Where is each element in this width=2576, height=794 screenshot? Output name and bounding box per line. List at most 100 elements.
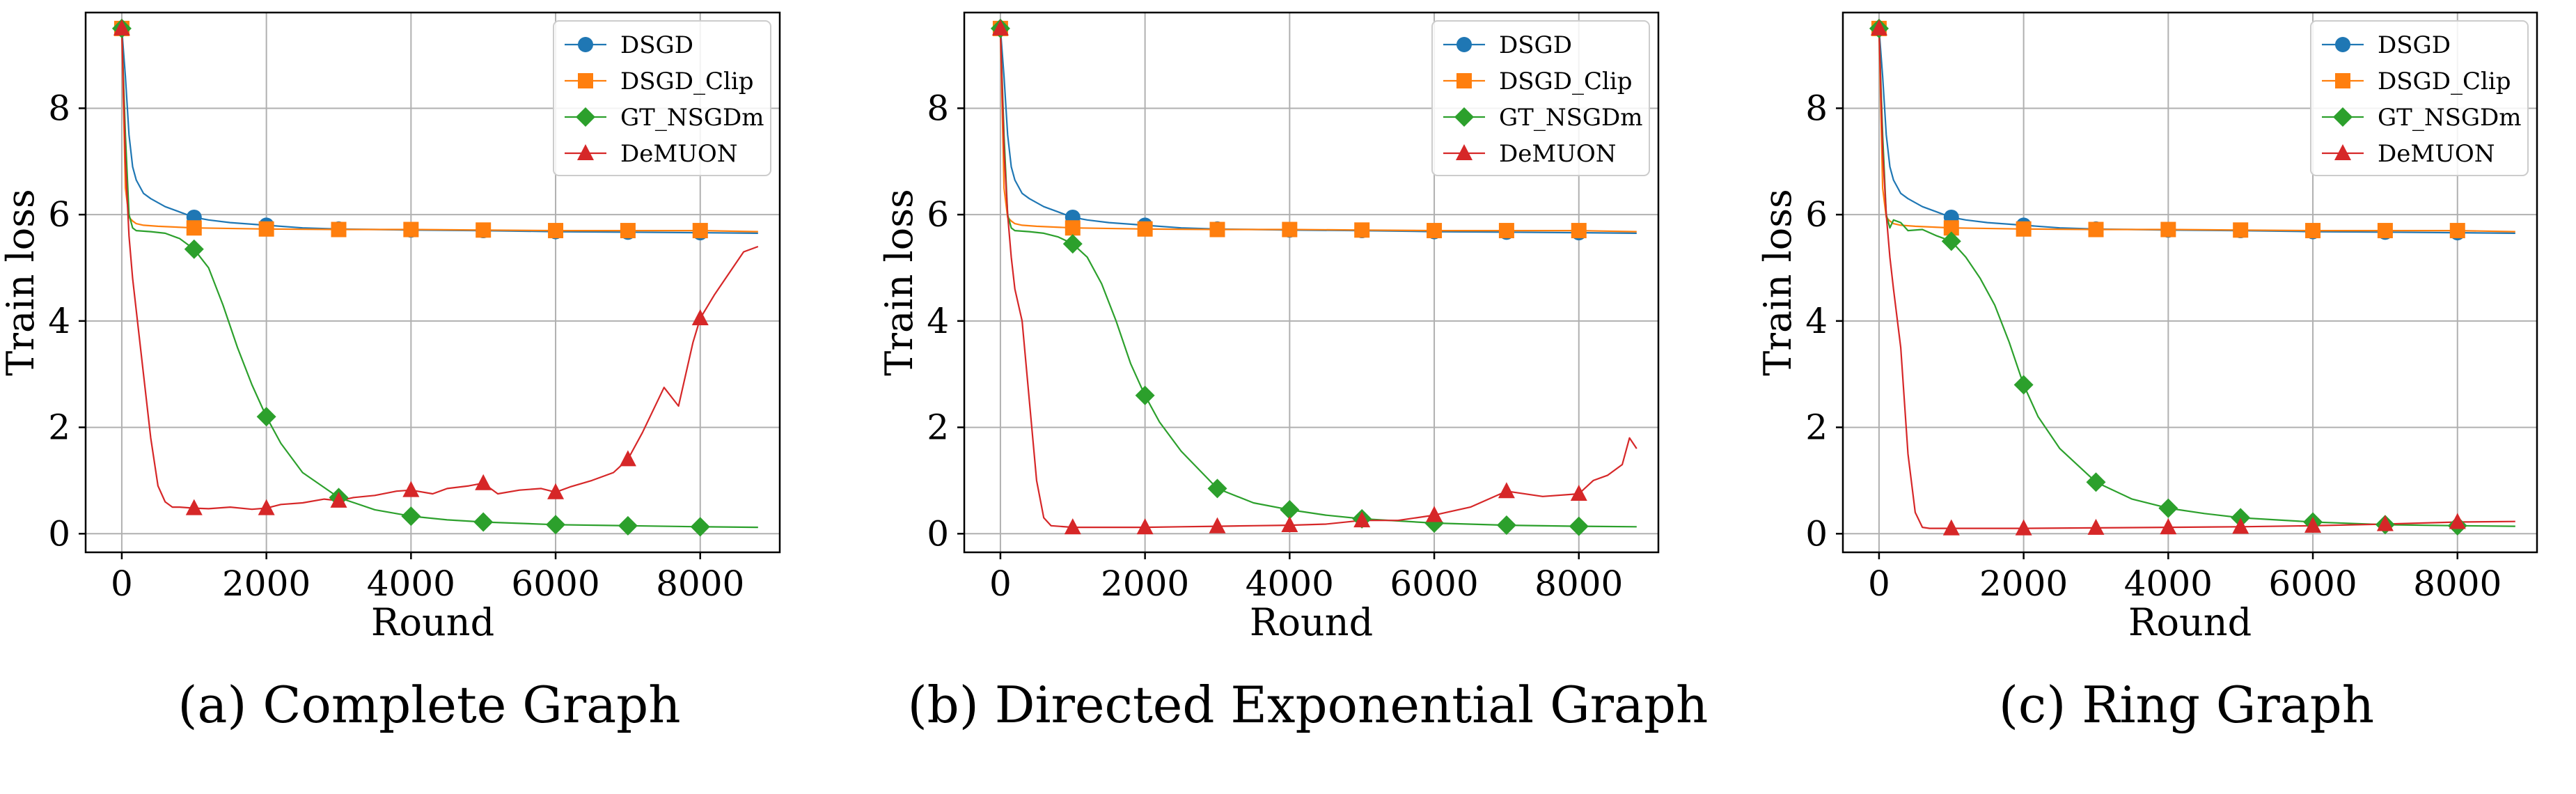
point-demuon	[185, 499, 203, 515]
x-tick-label: 4000	[1246, 563, 1334, 604]
point-gt-nsgdm	[2158, 498, 2178, 518]
y-tick-label: 2	[48, 407, 70, 448]
point-demuon	[2087, 518, 2105, 535]
y-tick-label: 2	[927, 407, 949, 448]
point-demuon	[1426, 506, 1443, 522]
point-dsgd-clip	[2088, 221, 2104, 238]
legend-label-gt-nsgdm: GT_NSGDm	[620, 104, 764, 132]
x-tick-label: 8000	[656, 563, 744, 604]
legend-label-dsgd-clip: DSGD_Clip	[620, 68, 754, 95]
panel-directed-exponential-graph: 0 2000 4000 6000 8000 0 2 4 6 8 Round Train loss DSG…	[879, 0, 1737, 794]
point-dsgd-clip	[186, 220, 202, 236]
legend-label-dsgd: DSGD	[620, 31, 693, 59]
point-dsgd-clip	[403, 221, 419, 238]
point-gt-nsgdm	[690, 517, 710, 537]
point-gt-nsgdm	[1135, 385, 1155, 405]
y-tick-label: 0	[927, 513, 949, 554]
legend: DSGD DSGD_Clip GT_NSGDm DeMUON	[553, 20, 771, 176]
x-axis-label: Round	[2128, 600, 2252, 644]
chart-directed-exponential-graph: 0 2000 4000 6000 8000 0 2 4 6 8 Round Train loss DSG…	[879, 11, 1660, 644]
point-demuon	[2376, 515, 2394, 531]
legend-marker-gt-nsgdm	[2333, 107, 2353, 127]
x-axis-label: Round	[371, 600, 494, 644]
x-tick-label: 0	[989, 563, 1012, 604]
x-tick-label: 8000	[1534, 563, 1623, 604]
point-gt-nsgdm	[1941, 231, 1961, 251]
x-tick-label: 2000	[222, 563, 311, 604]
x-tick-label: 4000	[2124, 563, 2213, 604]
x-tick-label: 2000	[1979, 563, 2068, 604]
legend-marker-dsgd-clip	[578, 73, 593, 88]
point-demuon	[402, 481, 420, 497]
legend-marker-demuon	[577, 144, 594, 160]
point-dsgd-clip	[1498, 223, 1514, 239]
x-tick-label: 0	[1868, 563, 1890, 604]
chart-ring-graph: 0 2000 4000 6000 8000 0 2 4 6 8 Round Train loss DSG…	[1757, 11, 2538, 644]
y-tick-label: 2	[1805, 407, 1828, 448]
legend-marker-demuon	[2334, 144, 2351, 160]
y-tick-label: 6	[1805, 194, 1828, 235]
axes-frame	[84, 11, 781, 554]
point-demuon	[1942, 519, 1960, 536]
point-gt-nsgdm	[184, 239, 204, 259]
point-demuon	[2449, 513, 2466, 529]
series-line-dsgd	[120, 28, 758, 234]
axes-frame	[963, 11, 1660, 554]
legend-marker-demuon	[1456, 144, 1472, 160]
legend-marker-gt-nsgdm	[576, 107, 595, 127]
point-demuon	[1209, 517, 1226, 534]
legend-box	[1431, 20, 1650, 176]
point-gt-nsgdm	[401, 506, 421, 527]
point-demuon	[1498, 482, 1515, 499]
legend-marker-dsgd	[578, 37, 593, 52]
point-demuon	[2015, 519, 2032, 536]
legend: DSGD DSGD_Clip GT_NSGDm DeMUON	[2310, 20, 2529, 176]
x-tick-label: 6000	[511, 563, 599, 604]
x-tick-label: 6000	[1390, 563, 1478, 604]
point-demuon	[619, 450, 636, 467]
legend-marker-dsgd	[1456, 37, 1472, 52]
legend-marker-gt-nsgdm	[1454, 107, 1474, 127]
point-dsgd-clip	[2160, 221, 2176, 238]
point-dsgd-clip	[620, 223, 636, 239]
point-gt-nsgdm	[2086, 472, 2106, 492]
y-tick-label: 4	[927, 301, 949, 341]
legend-label-gt-nsgdm: GT_NSGDm	[1499, 104, 1643, 132]
point-dsgd-clip	[1209, 221, 1225, 238]
point-demuon	[113, 19, 130, 36]
point-gt-nsgdm	[618, 515, 638, 536]
point-demuon	[691, 309, 709, 326]
point-gt-nsgdm	[473, 512, 494, 532]
point-dsgd-clip	[1137, 221, 1153, 237]
caption-ring-graph: (c) Ring Graph	[1998, 676, 2375, 734]
point-dsgd-clip	[1943, 220, 1959, 236]
y-tick-label: 0	[1805, 513, 1828, 554]
axes-frame	[1841, 11, 2538, 554]
y-tick-label: 8	[927, 88, 949, 128]
point-demuon	[475, 474, 492, 490]
legend-box	[553, 20, 771, 176]
panel-complete-graph: 0 2000 4000 6000 8000 0 2 4 6 8 Round Train loss DSG…	[0, 0, 858, 794]
point-demuon	[2304, 516, 2322, 533]
point-demuon	[1870, 19, 1887, 36]
legend-box	[2310, 20, 2529, 176]
y-tick-label: 8	[1805, 88, 1828, 128]
point-demuon	[1281, 516, 1298, 533]
legend-label-dsgd: DSGD	[2378, 31, 2451, 59]
x-tick-label: 4000	[367, 563, 455, 604]
legend-label-demuon: DeMUON	[2378, 140, 2495, 168]
legend-marker-dsgd-clip	[1456, 73, 1472, 88]
y-axis-label: Train loss	[1757, 189, 1800, 375]
y-tick-label: 4	[1805, 301, 1828, 341]
point-demuon	[1136, 518, 1154, 535]
point-dsgd-clip	[1354, 222, 1370, 238]
series-line-dsgd	[1878, 28, 2515, 234]
x-tick-label: 0	[111, 563, 133, 604]
legend-marker-dsgd	[2335, 37, 2350, 52]
series-line-dsgd	[999, 28, 1637, 234]
point-gt-nsgdm	[256, 407, 276, 427]
panel-ring-graph: 0 2000 4000 6000 8000 0 2 4 6 8 Round Train loss DSG…	[1757, 0, 2576, 794]
point-dsgd-clip	[1282, 221, 1298, 238]
legend-label-demuon: DeMUON	[620, 140, 737, 168]
